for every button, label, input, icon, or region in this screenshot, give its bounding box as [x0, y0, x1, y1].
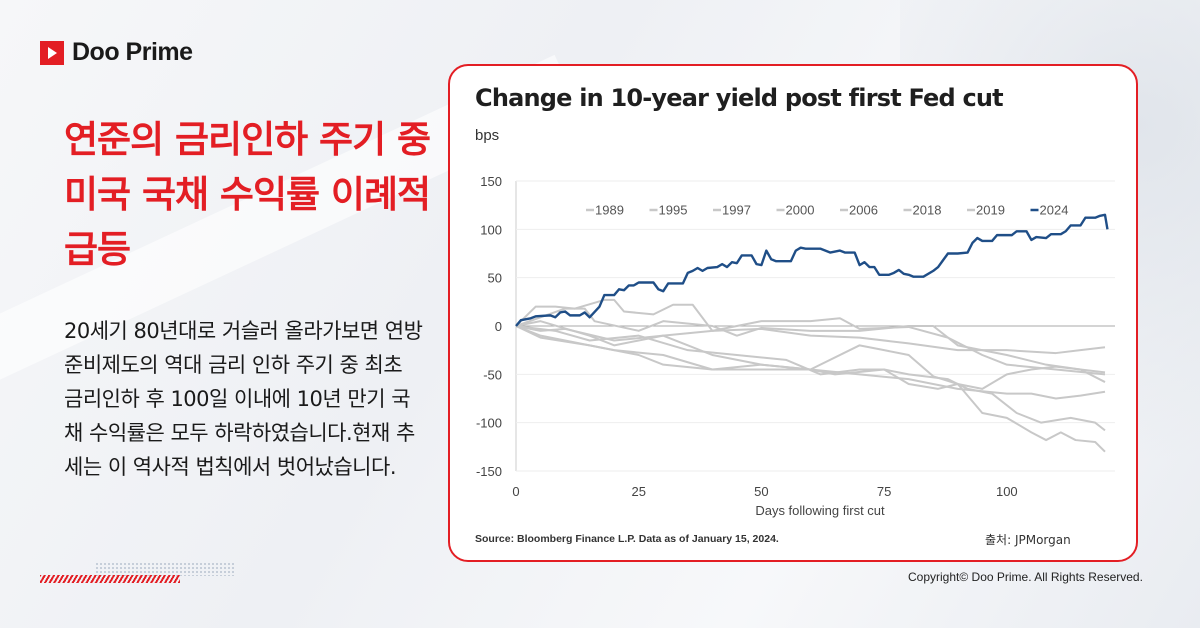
brand-logo: Doo Prime [40, 38, 193, 67]
legend-label-1989: 1989 [595, 203, 624, 218]
x-tick-label: 75 [877, 484, 891, 499]
legend-label-2018: 2018 [913, 203, 942, 218]
source-credit: 출처: JPMorgan [985, 533, 1071, 547]
stripe-decoration [40, 575, 180, 583]
chart-card [448, 64, 1138, 562]
y-tick-label: -50 [483, 367, 502, 382]
series-line-2018 [515, 325, 1106, 453]
x-axis-label: Days following first cut [755, 503, 885, 518]
legend-label-2019: 2019 [976, 203, 1005, 218]
x-tick-label: 100 [996, 484, 1018, 499]
legend-label-2024: 2024 [1040, 203, 1069, 218]
y-axis-label: bps [475, 127, 500, 144]
y-tick-label: -150 [476, 464, 502, 479]
x-tick-label: 50 [754, 484, 768, 499]
chart-title: Change in 10-year yield post first Fed c… [475, 84, 1004, 112]
dot-pattern-decoration [95, 562, 235, 576]
headline: 연준의 금리인하 주기 중 미국 국채 수익률 이례적 급등 [64, 118, 431, 271]
logo-icon [40, 40, 64, 65]
y-tick-label: 0 [495, 319, 502, 334]
series-line-1995 [515, 298, 1106, 376]
y-tick-label: 150 [480, 174, 502, 189]
legend-label-2000: 2000 [786, 203, 815, 218]
brand-name: Doo Prime [72, 38, 193, 66]
legend-label-2006: 2006 [849, 203, 878, 218]
series-line-2000 [515, 325, 1106, 400]
series-line-1997 [515, 307, 1106, 383]
x-tick-label: 25 [631, 484, 645, 499]
legend-label-1995: 1995 [659, 203, 688, 218]
copyright: Copyright© Doo Prime. All Rights Reserve… [908, 570, 1143, 584]
x-tick-label: 0 [512, 484, 519, 499]
series-line-2024 [515, 213, 1109, 327]
body-text: 20세기 80년대로 거슬러 올라가보면 연방준비제도의 역대 금리 인하 주기… [64, 319, 423, 479]
series-line-2019 [515, 320, 1106, 390]
y-tick-label: 50 [488, 271, 502, 286]
y-tick-label: 100 [480, 222, 502, 237]
chart-source: Source: Bloomberg Finance L.P. Data as o… [475, 533, 779, 545]
legend-label-1997: 1997 [722, 203, 751, 218]
y-tick-label: -100 [476, 416, 502, 431]
